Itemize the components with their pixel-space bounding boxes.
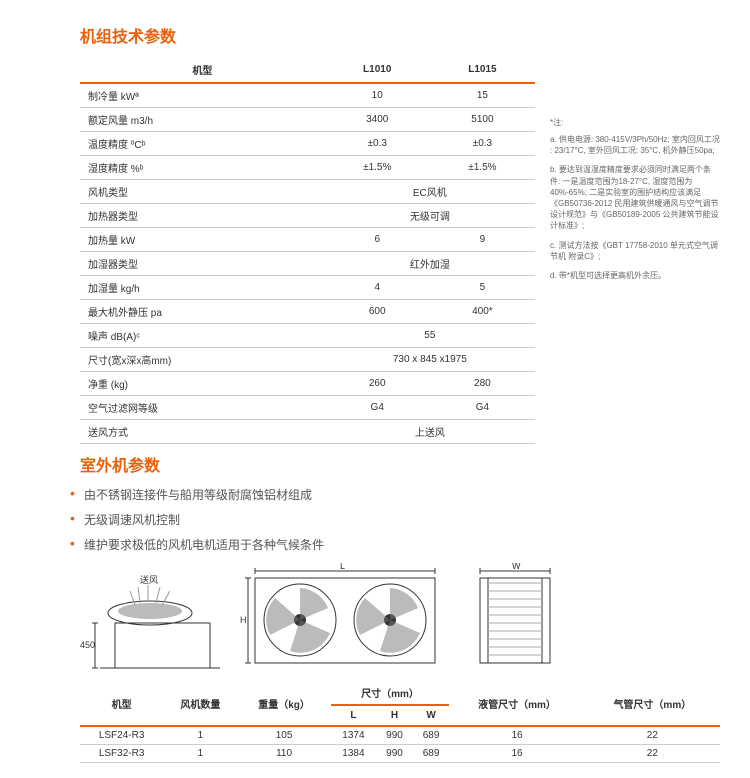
- svg-text:L: L: [340, 563, 345, 571]
- diagram-end: W: [470, 563, 560, 673]
- outdoor-header: 风机数量: [163, 681, 237, 726]
- table-row: 最大机外静压 pa600400*: [80, 300, 535, 324]
- unit-params-title: 机组技术参数: [80, 23, 720, 47]
- outdoor-header: 液管尺寸（mm）: [449, 681, 584, 726]
- outdoor-subheader: H: [376, 705, 413, 726]
- table-row: 风机类型EC风机: [80, 180, 535, 204]
- table-row: 加热量 kW69: [80, 228, 535, 252]
- table-row: 加湿量 kg/h45: [80, 276, 535, 300]
- notes-label: *注:: [550, 117, 720, 128]
- table-row: LSF32-R3111013849906891622: [80, 745, 720, 763]
- table-row: 额定风量 m3/h34005100: [80, 108, 535, 132]
- svg-text:送风: 送风: [140, 574, 158, 585]
- spec-header: L1015: [430, 57, 535, 83]
- outdoor-subheader: W: [413, 705, 450, 726]
- diagram-front: L H: [240, 563, 450, 673]
- table-row: 空气过滤网等级G4G4: [80, 396, 535, 420]
- diagram-side: 送风 450: [80, 563, 220, 673]
- bullet-item: 无级调速风机控制: [70, 511, 720, 528]
- table-row: LSF24-R3110513749906891622: [80, 726, 720, 745]
- table-row: 湿度精度 %ᵇ±1.5%±1.5%: [80, 156, 535, 180]
- outdoor-header: 重量（kg）: [238, 681, 331, 726]
- diagrams: 送风 450 L H: [80, 563, 720, 673]
- note-item: b. 要达到温湿度精度要求必须同时满足两个条件: 一是温度范围为18-27°C,…: [550, 164, 720, 231]
- spec-header: L1010: [325, 57, 430, 83]
- outdoor-title: 室外机参数: [80, 452, 720, 476]
- svg-text:H: H: [240, 615, 247, 625]
- outdoor-subheader: L: [331, 705, 377, 726]
- spec-table: 机型L1010L1015 制冷量 kWª1015额定风量 m3/h3400510…: [80, 57, 535, 444]
- table-row: 制冷量 kWª1015: [80, 83, 535, 108]
- svg-text:W: W: [512, 563, 521, 571]
- table-row: 净重 (kg)260280: [80, 372, 535, 396]
- outdoor-header: 机型: [80, 681, 163, 726]
- outdoor-header: 尺寸（mm）: [331, 681, 450, 705]
- outdoor-header: 气管尺寸（mm）: [585, 681, 720, 726]
- table-row: 噪声 dB(A)ᶜ55: [80, 324, 535, 348]
- bullet-item: 由不锈钢连接件与船用等级耐腐蚀铝材组成: [70, 486, 720, 503]
- notes-column: *注: a. 供电电源: 380-415V/3Ph/50Hz; 室内回风工况 :…: [550, 117, 720, 444]
- feature-bullets: 由不锈钢连接件与船用等级耐腐蚀铝材组成无级调速风机控制维护要求极低的风机电机适用…: [70, 486, 720, 553]
- note-item: d. 带*机型可选择更高机外余压。: [550, 270, 720, 281]
- table-row: 加热器类型无级可调: [80, 204, 535, 228]
- table-row: 送风方式上送风: [80, 420, 535, 444]
- outdoor-table: 机型风机数量重量（kg）尺寸（mm）液管尺寸（mm）气管尺寸（mm） LHW L…: [80, 681, 720, 763]
- table-row: 加湿器类型红外加湿: [80, 252, 535, 276]
- svg-text:450: 450: [80, 640, 95, 650]
- bullet-item: 维护要求极低的风机电机适用于各种气候条件: [70, 536, 720, 553]
- note-item: a. 供电电源: 380-415V/3Ph/50Hz; 室内回风工况 : 23/…: [550, 134, 720, 156]
- table-row: 温度精度 ºCᵇ±0.3±0.3: [80, 132, 535, 156]
- spec-header: 机型: [80, 57, 325, 83]
- note-item: c. 测试方法按《GBT 17758-2010 单元式空气调节机 附录C》;: [550, 240, 720, 262]
- table-row: 尺寸(宽x深x高mm)730 x 845 x1975: [80, 348, 535, 372]
